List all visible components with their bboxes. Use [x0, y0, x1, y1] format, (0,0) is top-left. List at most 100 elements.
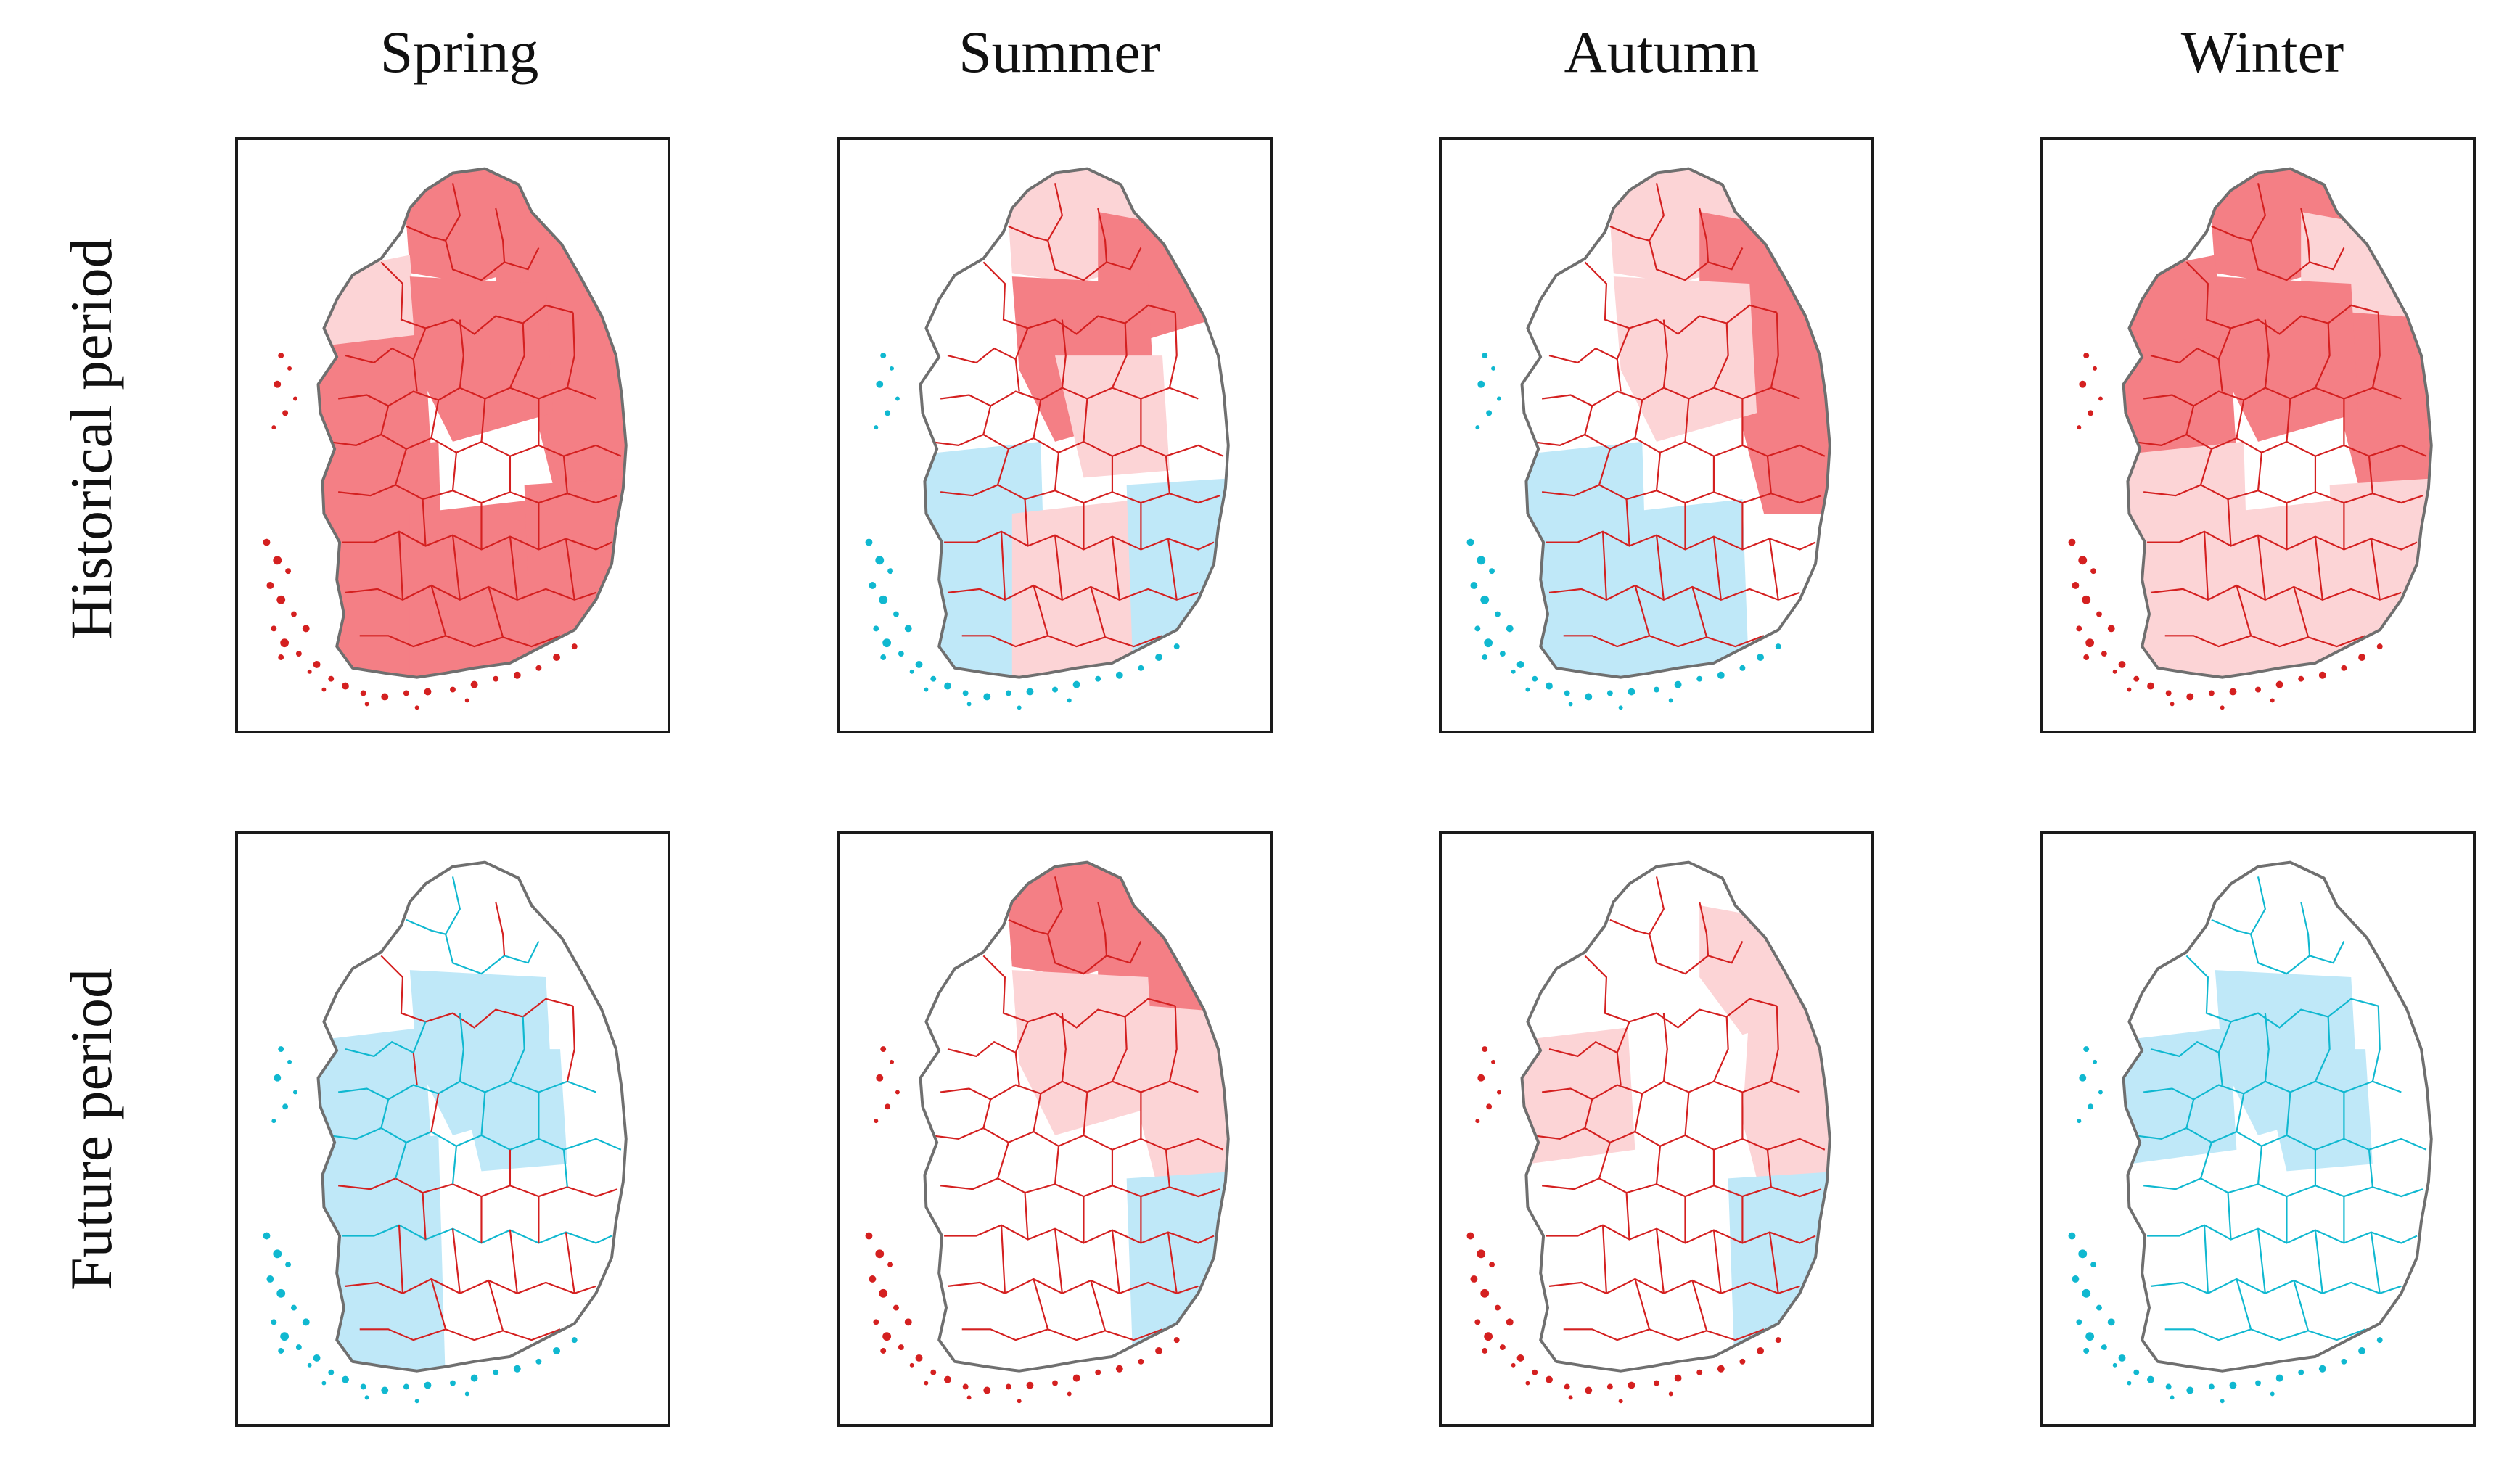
district-boundary	[947, 1278, 1199, 1294]
island	[2082, 1288, 2091, 1298]
district-boundary	[2370, 538, 2381, 600]
coastline	[316, 167, 628, 679]
island	[2165, 690, 2172, 696]
island	[1511, 1362, 1516, 1368]
map-summer-historical	[837, 137, 1273, 733]
island	[2255, 1380, 2261, 1386]
island	[1491, 366, 1495, 371]
region-center	[409, 276, 554, 442]
district-boundary	[2300, 901, 2311, 956]
island	[875, 1249, 885, 1259]
district-boundary	[1648, 183, 1744, 281]
island	[1067, 1391, 1072, 1397]
district-boundary	[2264, 1013, 2270, 1082]
island	[450, 686, 456, 693]
district-boundary	[1033, 400, 1042, 439]
island	[2077, 1119, 2082, 1124]
district-boundary	[327, 1127, 622, 1151]
district-boundary	[982, 406, 992, 435]
district-boundary	[1083, 398, 1088, 443]
korea-map	[2068, 167, 2433, 710]
island	[983, 1386, 991, 1394]
island	[2082, 595, 2091, 604]
district-boundary	[2236, 1278, 2252, 1330]
island	[1525, 687, 1530, 692]
island	[2208, 690, 2215, 696]
district-boundary	[1770, 1006, 1779, 1082]
island	[879, 1288, 888, 1298]
island	[513, 1365, 521, 1373]
district-boundary	[359, 1328, 561, 1341]
island	[880, 1046, 887, 1053]
island	[1005, 1383, 1011, 1390]
district-boundary	[1008, 225, 1048, 242]
island	[1489, 568, 1495, 575]
district-boundary	[395, 448, 407, 485]
korea-map	[865, 860, 1230, 1404]
map-winter-future	[2040, 831, 2476, 1427]
island	[887, 1262, 894, 1268]
district-boundary	[2200, 1142, 2212, 1179]
district-boundary	[565, 538, 575, 600]
island	[2076, 1319, 2082, 1325]
district-boundary	[444, 183, 540, 281]
district-boundary	[1691, 1280, 1708, 1331]
island	[2083, 1046, 2090, 1053]
district-boundary	[1033, 1093, 1042, 1132]
island	[876, 1074, 884, 1082]
island	[1474, 1319, 1481, 1325]
district-boundary	[2257, 1228, 2266, 1294]
island	[2341, 1358, 2347, 1365]
island	[2318, 671, 2326, 679]
island	[291, 611, 297, 617]
district-boundary	[509, 1230, 518, 1294]
island	[1628, 688, 1635, 696]
island	[924, 687, 929, 692]
island	[895, 396, 900, 401]
district-boundary	[1014, 358, 1020, 392]
island	[2147, 682, 2154, 690]
island	[2101, 651, 2107, 657]
district-boundary	[1548, 1278, 1800, 1294]
district-boundary	[1655, 452, 1662, 491]
island	[2096, 1304, 2102, 1311]
district-boundary	[1616, 1052, 1622, 1085]
island	[1052, 1380, 1058, 1386]
district-boundary	[929, 1127, 1224, 1151]
island	[364, 1395, 369, 1400]
coastline	[1520, 167, 1831, 679]
map-spring-future	[235, 831, 670, 1427]
island	[1470, 1275, 1478, 1283]
island	[1525, 1381, 1530, 1386]
district-boundary	[947, 328, 1029, 364]
island	[869, 582, 877, 589]
district-boundary	[509, 536, 518, 600]
district-boundary	[1548, 328, 1630, 364]
island	[2229, 1381, 2237, 1389]
region-east-center	[2258, 1049, 2373, 1172]
district-boundary	[1712, 1016, 1729, 1082]
island	[1072, 680, 1080, 688]
district-boundary	[2200, 448, 2212, 485]
island	[2229, 688, 2237, 696]
district-boundary	[2371, 1006, 2381, 1082]
district-boundary	[2164, 1328, 2366, 1341]
island	[2208, 1383, 2215, 1390]
island	[470, 680, 478, 688]
district-boundary	[1165, 456, 1170, 494]
island	[1005, 690, 1011, 696]
island	[882, 638, 892, 648]
district-boundary	[451, 1146, 458, 1185]
island	[2118, 1354, 2126, 1362]
island	[295, 1344, 302, 1351]
district-boundary	[1046, 183, 1142, 281]
island	[1606, 690, 1613, 696]
island	[2072, 582, 2080, 589]
island	[278, 1348, 284, 1354]
island	[2186, 693, 2194, 701]
island	[873, 1319, 879, 1325]
korea-map	[2068, 860, 2433, 1404]
district-boundary	[1625, 1193, 1630, 1240]
island	[2170, 1395, 2175, 1400]
korea-map	[263, 167, 628, 710]
